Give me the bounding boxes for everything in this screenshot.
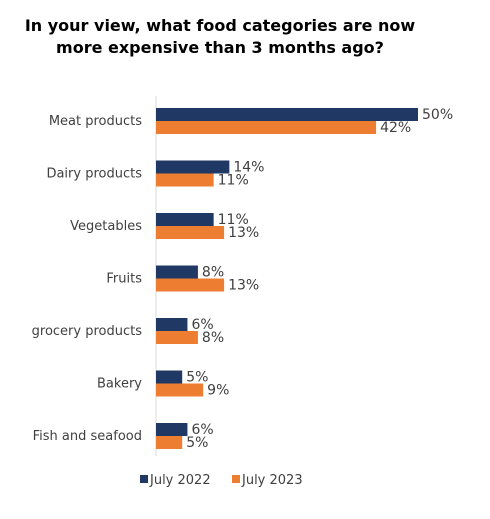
bar-july-2023 <box>156 226 225 239</box>
data-label: 9% <box>207 383 229 399</box>
category-label: grocery products <box>32 324 143 339</box>
data-label: 6% <box>191 422 213 438</box>
bar-july-2023 <box>156 436 183 449</box>
data-label: 5% <box>186 370 208 386</box>
bar-july-2022 <box>156 213 214 226</box>
bar-july-2022 <box>156 318 188 331</box>
bar-july-2023 <box>156 173 214 187</box>
legend-label: July 2023 <box>241 473 303 488</box>
category-label: Fruits <box>106 272 142 287</box>
chart-title-line-2: more expensive than 3 months ago? <box>56 38 384 57</box>
data-label: 11% <box>218 212 249 228</box>
bar-july-2022 <box>156 370 183 384</box>
legend-swatch <box>140 475 148 483</box>
category-label: Vegetables <box>70 219 142 234</box>
chart-title: In your view, what food categories are n… <box>0 15 440 59</box>
legend-swatch <box>232 475 240 483</box>
chart-title-line-1: In your view, what food categories are n… <box>24 16 416 35</box>
data-label: 8% <box>202 330 224 346</box>
bar-july-2022 <box>156 423 188 436</box>
bar-july-2023 <box>156 331 198 344</box>
data-label: 5% <box>186 435 208 451</box>
data-label: 13% <box>228 278 259 294</box>
data-label: 6% <box>191 317 213 333</box>
data-label: 13% <box>228 225 259 241</box>
data-label: 42% <box>380 120 411 136</box>
bar-july-2022 <box>156 160 230 174</box>
legend-label: July 2022 <box>149 473 211 488</box>
bar-july-2022 <box>156 108 418 121</box>
bar-july-2023 <box>156 278 225 292</box>
data-label: 14% <box>233 160 264 176</box>
bar-july-2022 <box>156 265 198 279</box>
bar-july-2023 <box>156 383 204 397</box>
data-label: 8% <box>202 265 224 281</box>
data-label: 50% <box>422 107 453 123</box>
bar-july-2023 <box>156 121 377 134</box>
category-label: Fish and seafood <box>33 429 142 444</box>
category-label: Meat products <box>49 114 142 129</box>
category-label: Bakery <box>97 377 142 392</box>
data-label: 11% <box>218 173 249 189</box>
category-label: Dairy products <box>46 167 142 182</box>
